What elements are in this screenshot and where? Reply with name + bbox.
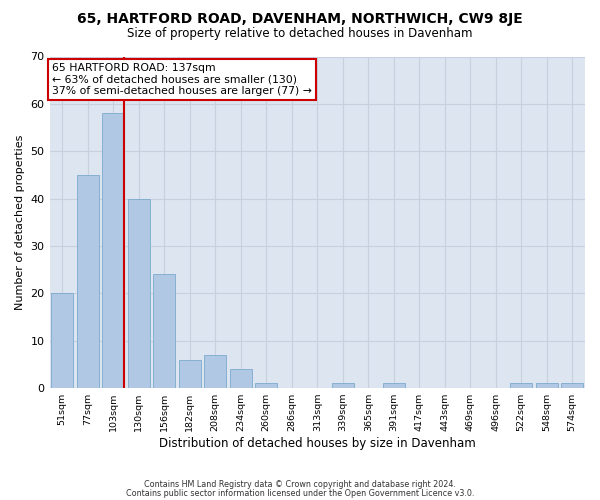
Bar (154, 274, 175, 388)
Text: 65 HARTFORD ROAD: 137sqm
← 63% of detached houses are smaller (130)
37% of semi-: 65 HARTFORD ROAD: 137sqm ← 63% of detach… (52, 63, 312, 96)
Bar (52, 294, 73, 388)
Bar (103, 114, 124, 388)
Bar (205, 355, 226, 388)
Bar (511, 384, 532, 388)
Text: Size of property relative to detached houses in Davenham: Size of property relative to detached ho… (127, 28, 473, 40)
Y-axis label: Number of detached properties: Number of detached properties (15, 134, 25, 310)
Bar (536, 384, 557, 388)
Text: Contains HM Land Registry data © Crown copyright and database right 2024.: Contains HM Land Registry data © Crown c… (144, 480, 456, 489)
Text: Contains public sector information licensed under the Open Government Licence v3: Contains public sector information licen… (126, 489, 474, 498)
Bar (562, 384, 583, 388)
Bar (179, 360, 200, 388)
Bar (383, 384, 404, 388)
Bar (230, 369, 251, 388)
Bar (77, 175, 98, 388)
Bar (332, 384, 353, 388)
X-axis label: Distribution of detached houses by size in Davenham: Distribution of detached houses by size … (159, 437, 476, 450)
Bar (256, 384, 277, 388)
Bar (128, 198, 149, 388)
Text: 65, HARTFORD ROAD, DAVENHAM, NORTHWICH, CW9 8JE: 65, HARTFORD ROAD, DAVENHAM, NORTHWICH, … (77, 12, 523, 26)
